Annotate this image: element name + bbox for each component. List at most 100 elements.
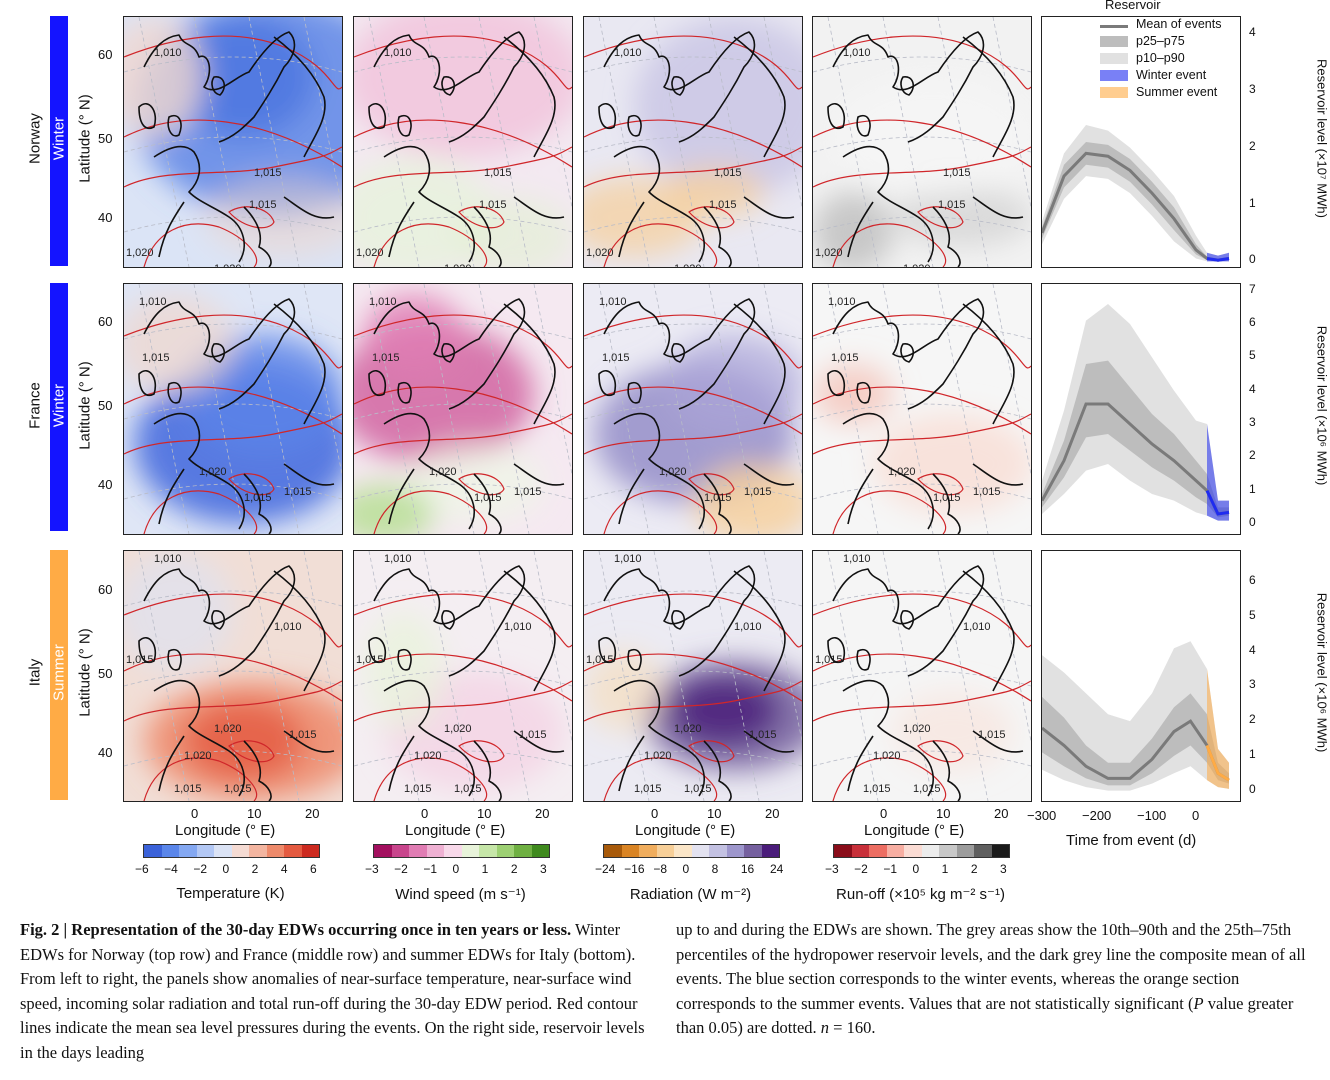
colorbar-tick: −16 (624, 862, 645, 876)
contour-label: 1,015 (126, 654, 154, 666)
map-svg (124, 17, 342, 267)
reservoir-y-tick: 4 (1249, 381, 1256, 396)
contour-label: 1,015 (284, 486, 312, 498)
reservoir-svg (1042, 124, 1230, 262)
colorbar-swatch (409, 845, 427, 857)
anomaly-blob (669, 676, 779, 746)
colorbar-swatch (744, 845, 762, 857)
legend-label: Winter event (1136, 68, 1207, 82)
colorbar-swatch (426, 845, 444, 857)
reservoir-title: Reservoir (1105, 0, 1161, 12)
colorbar-swatch (161, 845, 179, 857)
map-svg (813, 17, 1031, 267)
contour-label: 1,015 (454, 783, 482, 795)
colorbar-swatch (514, 845, 532, 857)
legend-label: p10–p90 (1136, 51, 1185, 65)
contour-label: 1,020 (659, 466, 687, 478)
lon-tick: 20 (305, 806, 320, 821)
contour-label: 1,015 (684, 783, 712, 795)
season-bar-row3 (50, 550, 68, 800)
contour-label: 1,020 (888, 466, 916, 478)
colorbar-swatch (974, 845, 992, 857)
colorbar-swatch (496, 845, 514, 857)
lat-tick: 40 (98, 210, 113, 225)
colorbar-swatch (196, 845, 214, 857)
colorbar-swatch (144, 845, 162, 857)
lon-axis-label: Longitude (° E) (864, 822, 965, 839)
reservoir-y-tick: 5 (1249, 348, 1256, 363)
season-label-row1: Winter (50, 116, 68, 161)
reservoir-y-tick: 1 (1249, 481, 1256, 496)
contour-label: 1,010 (369, 296, 397, 308)
anomaly-blob (813, 364, 893, 424)
colorbar-swatch (284, 845, 302, 857)
reservoir-x-tick: 0 (1192, 808, 1200, 823)
colorbar-tick: −24 (595, 862, 616, 876)
reservoir-y-tick: 0 (1249, 515, 1256, 529)
anomaly-field (124, 294, 342, 524)
colorbar-tick: −1 (423, 862, 438, 876)
colorbar-swatch (921, 845, 939, 857)
contour-label: 1,015 (479, 199, 507, 211)
anomaly-blob (174, 17, 314, 137)
contour-label: 1,015 (913, 783, 941, 795)
colorbar-swatch (639, 845, 657, 857)
contour-label: 1,020 (199, 466, 227, 478)
lon-axis-label: Longitude (° E) (405, 822, 506, 839)
reservoir-y-tick: 1 (1249, 746, 1256, 761)
colorbar-tick: 2 (251, 862, 259, 876)
colorbar-swatch (444, 845, 462, 857)
colorbar-tick: −2 (193, 862, 208, 876)
contour-label: 1,015 (372, 352, 400, 364)
contour-label: 1,015 (519, 729, 547, 741)
reservoir-svg (1042, 304, 1230, 521)
colorbar-2 (373, 844, 550, 858)
lon-tick: 20 (994, 806, 1009, 821)
contour-label: 1,015 (815, 654, 843, 666)
contour-label: 1,015 (634, 783, 662, 795)
contour-label: 1,020 (903, 263, 931, 267)
reservoir-x-tick: −300 (1027, 808, 1057, 823)
colorbar-tick: 6 (310, 862, 317, 876)
contour-label: 1,020 (586, 247, 614, 259)
colorbar-tick: 2 (970, 862, 978, 876)
contour-label: 1,020 (414, 750, 442, 762)
contour-label: 1,020 (873, 750, 901, 762)
colorbar-swatch (691, 845, 709, 857)
map-svg (354, 284, 572, 534)
colorbar-tick: 0 (912, 862, 920, 876)
p25-p75-band (1042, 360, 1229, 518)
colorbar-swatch (604, 845, 622, 857)
colorbar-label: Wind speed (m s⁻¹) (395, 886, 526, 903)
coastlines (138, 298, 335, 534)
caption-right: up to and during the EDWs are shown. The… (676, 918, 1310, 1041)
contour-label: 1,020 (429, 466, 457, 478)
reservoir-y-tick: 3 (1249, 81, 1256, 96)
colorbar-label: Temperature (K) (176, 885, 285, 902)
map-svg (584, 284, 802, 534)
map-svg (813, 551, 1031, 801)
reservoir-y-tick: 3 (1249, 415, 1256, 429)
reservoir-y-tick: 6 (1249, 315, 1256, 329)
reservoir-panel-1 (1041, 16, 1241, 268)
reservoir-y-tick: 2 (1249, 138, 1256, 153)
colorbar-tick: −4 (164, 862, 178, 876)
colorbar-swatch (939, 845, 957, 857)
contour-label: 1,015 (933, 492, 961, 504)
caption-p-italic: P (1193, 993, 1204, 1013)
contour-label: 1,015 (938, 199, 966, 211)
pressure-contours (124, 593, 342, 801)
p25-p75-band (1042, 693, 1229, 786)
contour-label: 1,010 (599, 296, 627, 308)
colorbar-tick: −3 (825, 862, 839, 876)
map-panel-r1-c1: 1,010 1,015 1,015 1,020 1,020 (123, 16, 343, 268)
contour-label: 1,020 (444, 263, 472, 267)
legend-swatch (1100, 36, 1128, 47)
reservoir-y-tick: 2 (1249, 712, 1256, 727)
lon-tick: 10 (477, 806, 492, 821)
coastlines (138, 565, 335, 801)
map-svg (124, 551, 342, 801)
anomaly-blob (354, 17, 572, 157)
colorbar-swatch (461, 845, 479, 857)
